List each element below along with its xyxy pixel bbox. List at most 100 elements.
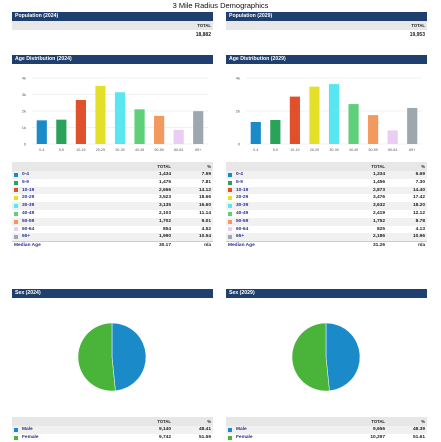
- legend-swatch: [14, 196, 18, 201]
- bar-20-29: [309, 86, 320, 144]
- row-pct: 6.69: [415, 172, 425, 177]
- row-pct: 4.13: [415, 226, 425, 232]
- y-tick-label: 4k: [22, 76, 26, 81]
- bar-20-29: [95, 85, 106, 144]
- panel-header: Population (2029): [226, 12, 427, 21]
- y-tick-label: 3k: [22, 92, 26, 97]
- row-label: 20-29: [236, 195, 249, 201]
- bar-50-59: [368, 115, 379, 144]
- row-total: 1,752: [372, 218, 385, 224]
- legend-swatch: [228, 211, 232, 216]
- pct-header: %: [421, 419, 425, 424]
- row-pct: 7.30: [415, 179, 425, 185]
- row-pct: 16.60: [198, 203, 211, 209]
- table-row: 50-59 1,702 9.01: [12, 217, 213, 226]
- row-total: 2,103: [158, 210, 171, 216]
- x-tick-label: 30-39: [115, 148, 124, 152]
- x-tick-label: 5-9: [273, 148, 278, 152]
- row-pct: 11.14: [199, 210, 211, 216]
- bar-0-4: [36, 120, 47, 144]
- x-tick-label: 0-4: [39, 148, 44, 152]
- table-row: Male 9,140 48.41: [12, 426, 213, 434]
- row-pct: 48.39: [412, 427, 425, 432]
- row-label: 40-49: [236, 210, 249, 216]
- row-total: 1,334: [372, 172, 385, 177]
- bar-40-49: [348, 104, 359, 144]
- legend-swatch: [228, 180, 232, 185]
- bar-60-64: [387, 130, 398, 144]
- sex-2024-panel: Sex (2024) TOTAL % Male 9,140 48.41 Female 9…: [12, 289, 213, 442]
- row-label: Male: [22, 427, 33, 432]
- legend-swatch: [14, 235, 18, 240]
- table-header: TOTAL %: [226, 162, 427, 171]
- population-total: 19,953: [226, 30, 427, 40]
- row-total: 1,434: [158, 172, 171, 177]
- sex-pie-chart-2029: [226, 298, 427, 417]
- legend-swatch: [228, 235, 232, 240]
- table-header: TOTAL %: [12, 417, 213, 426]
- legend-swatch: [14, 211, 18, 216]
- row-pct: 14.12: [198, 187, 211, 193]
- table-row: 5-9 1,456 7.30: [226, 179, 427, 187]
- legend-swatch: [228, 172, 232, 177]
- table-row: 10-19 2,666 14.12: [12, 186, 213, 195]
- row-pct: 18.20: [412, 203, 425, 209]
- sex-table-2029: Male 9,656 48.39 Female 10,297 51.61: [226, 426, 427, 442]
- x-tick-label: 40-49: [349, 148, 358, 152]
- pie-slice-male: [111, 322, 147, 392]
- pct-header: %: [207, 164, 211, 169]
- bar-chart-svg: 0 2k 4k 0-4 5-9 10-19 20-29 30-39 40-49 50-59 60-6…: [236, 76, 422, 152]
- total-header: TOTAL: [157, 164, 171, 169]
- row-total: 30.17: [158, 243, 171, 249]
- sex-table-2024: Male 9,140 48.41 Female 9,742 51.59: [12, 426, 213, 442]
- legend-swatch: [14, 180, 18, 185]
- legend-swatch: [14, 227, 18, 232]
- row-label: 65+: [236, 234, 245, 240]
- table-header: TOTAL: [226, 21, 427, 30]
- row-pct: 10.96: [412, 234, 425, 240]
- bar-30-39: [114, 92, 126, 144]
- row-pct: 12.12: [412, 210, 425, 216]
- row-total: 3,476: [372, 195, 385, 201]
- x-tick-label: 40-49: [135, 148, 144, 152]
- bar-chart-svg: 0 1k 2k 3k 4k 0-4 5-9 10-19 20-29 30-39 40-49 50-59…: [22, 76, 208, 152]
- population-total: 18,882: [12, 30, 213, 40]
- row-label: 5-9: [236, 179, 243, 185]
- sex-2029-panel: Sex (2029) TOTAL % Male 9,656 48.39 Female 1…: [226, 289, 427, 442]
- total-header: TOTAL: [157, 419, 171, 424]
- median-age-row: Median Age 31.26 n/a: [226, 241, 427, 250]
- table-row: 20-29 3,523 18.66: [12, 194, 213, 202]
- row-total: 825: [376, 226, 385, 232]
- panel-header: Population (2024): [12, 12, 213, 21]
- table-row: 0-4 1,434 7.59: [12, 171, 213, 179]
- x-tick-label: 20-29: [96, 148, 105, 152]
- x-tick-label: 60-64: [388, 148, 397, 152]
- x-tick-label: 5-9: [59, 148, 64, 152]
- row-total: 1,475: [158, 179, 171, 185]
- bar-40-49: [134, 109, 145, 144]
- x-tick-label: 65+: [409, 148, 415, 152]
- sex-pie-chart-2024: [12, 298, 213, 417]
- y-tick-label: 0: [238, 142, 241, 147]
- pct-header: %: [421, 164, 425, 169]
- legend-swatch: [228, 196, 232, 201]
- x-tick-label: 10-19: [290, 148, 299, 152]
- table-row: 5-9 1,475 7.81: [12, 179, 213, 187]
- row-pct: 10.54: [198, 234, 211, 240]
- table-row: 30-39 3,135 16.60: [12, 202, 213, 210]
- row-total: 3,523: [158, 195, 171, 201]
- row-total: 1,702: [158, 218, 171, 224]
- table-header: TOTAL: [12, 21, 213, 30]
- table-header: TOTAL %: [12, 162, 213, 171]
- table-row: 65+ 2,186 10.96: [226, 233, 427, 242]
- row-pct: 18.66: [198, 195, 211, 201]
- age-bar-chart-2029: 0 2k 4k 0-4 5-9 10-19 20-29 30-39 40-49 50-59 60-6…: [226, 64, 427, 162]
- pie-slice-female: [291, 322, 330, 392]
- x-tick-label: 30-39: [329, 148, 338, 152]
- row-total: 31.26: [372, 243, 385, 249]
- population-total-value: 18,882: [195, 32, 211, 38]
- row-label: Male: [236, 427, 247, 432]
- table-row: 60-64 854 4.52: [12, 226, 213, 234]
- y-tick-label: 2k: [236, 109, 240, 114]
- legend-swatch: [228, 435, 232, 440]
